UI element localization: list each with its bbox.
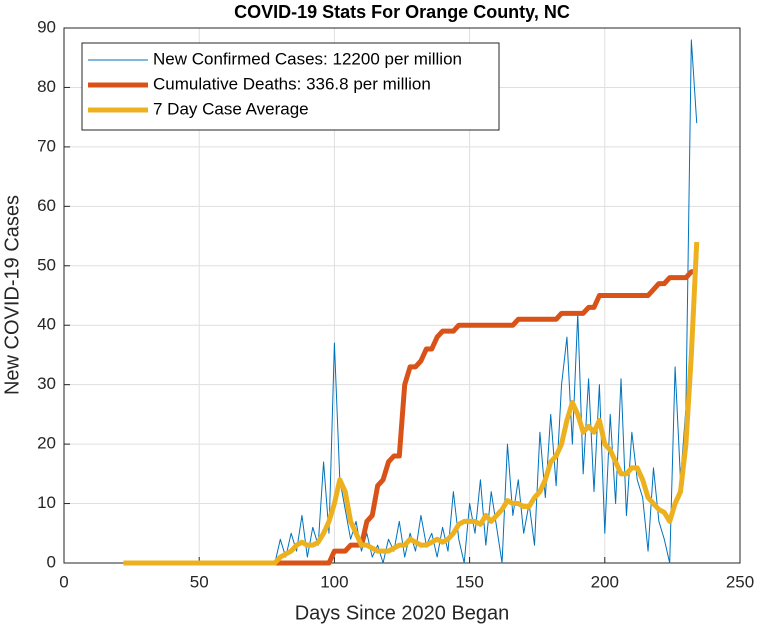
y-tick-label: 90: [37, 17, 56, 36]
legend-label: Cumulative Deaths: 336.8 per million: [153, 74, 431, 93]
series-line: [123, 241, 700, 566]
x-axis-label: Days Since 2020 Began: [295, 602, 510, 624]
x-tick-label: 50: [190, 572, 209, 591]
y-axis-label: New COVID-19 Cases: [1, 195, 23, 395]
x-tick-label: 150: [455, 572, 483, 591]
y-tick-label: 80: [37, 77, 56, 96]
x-tick-label: 250: [726, 572, 754, 591]
x-tick-label: 200: [591, 572, 619, 591]
y-tick-label: 40: [37, 315, 56, 334]
y-tick-label: 0: [47, 552, 56, 571]
x-tick-label: 100: [320, 572, 348, 591]
chart-title: COVID-19 Stats For Orange County, NC: [234, 2, 570, 22]
y-tick-label: 20: [37, 434, 56, 453]
axes-box: [63, 27, 741, 564]
y-tick-label: 70: [37, 136, 56, 155]
x-tick-label: 0: [59, 572, 68, 591]
legend-label: 7 Day Case Average: [153, 99, 309, 118]
y-tick-label: 60: [37, 196, 56, 215]
y-tick-label: 30: [37, 374, 56, 393]
legend-label: New Confirmed Cases: 12200 per million: [153, 49, 462, 68]
y-tick-label: 10: [37, 493, 56, 512]
y-tick-label: 50: [37, 255, 56, 274]
legend-box: [81, 42, 500, 131]
